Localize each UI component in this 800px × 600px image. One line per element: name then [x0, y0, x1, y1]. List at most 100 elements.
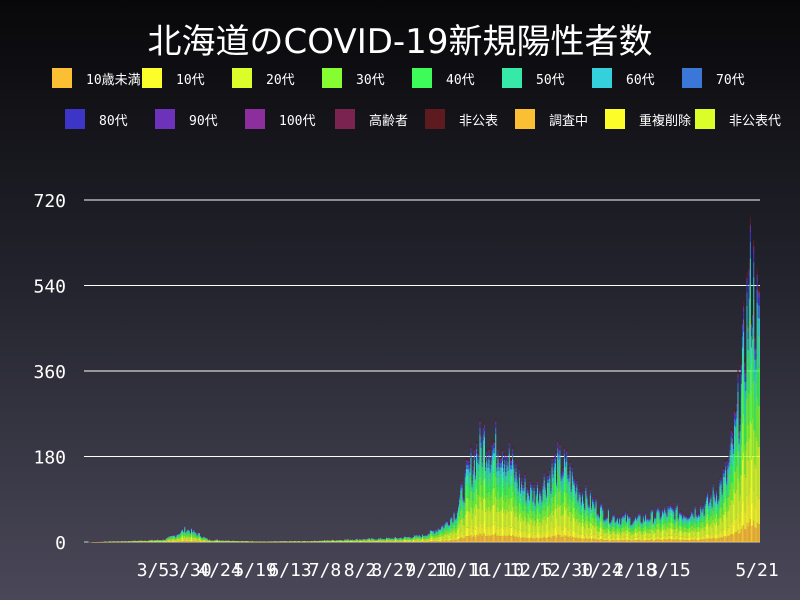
- bar-segment: [474, 529, 476, 537]
- bar-segment: [462, 517, 464, 525]
- bar-segment: [176, 535, 178, 537]
- bar-segment: [467, 461, 469, 463]
- legend-item: 80代: [65, 109, 128, 129]
- bar-segment: [187, 541, 189, 542]
- bar-segment: [498, 460, 500, 463]
- bar-segment: [480, 437, 482, 438]
- bar-segment: [392, 539, 394, 541]
- bar-segment: [506, 471, 508, 482]
- bar-segment: [440, 539, 442, 542]
- bar-segment: [507, 470, 509, 477]
- bar-segment: [162, 540, 164, 542]
- bar-segment: [476, 444, 478, 446]
- bar-segment: [431, 541, 433, 542]
- bar-segment: [188, 539, 190, 542]
- bar-segment: [400, 537, 402, 539]
- bar-segment: [490, 464, 492, 471]
- bar-segment: [374, 540, 376, 542]
- bar-segment: [462, 499, 464, 502]
- legend-label: 重複削除: [639, 113, 692, 129]
- legend-label: 90代: [189, 113, 218, 129]
- bar-segment: [477, 469, 479, 481]
- bar-segment: [463, 500, 465, 503]
- bar-segment: [169, 538, 171, 540]
- bar-segment: [512, 476, 514, 492]
- bar-segment: [204, 538, 206, 540]
- bar-segment: [459, 499, 461, 504]
- bar-segment: [447, 532, 449, 536]
- bar-segment: [189, 534, 191, 536]
- bar-segment: [385, 539, 387, 541]
- bar-segment: [503, 465, 505, 468]
- bar-segment: [476, 524, 478, 535]
- bar-segment: [157, 540, 159, 542]
- bar-segment: [451, 523, 453, 528]
- bar-segment: [200, 538, 202, 540]
- bar-segment: [491, 505, 493, 526]
- bar-segment: [476, 473, 478, 489]
- bar-segment: [185, 532, 187, 534]
- bar-segment: [501, 467, 503, 479]
- bar-segment: [455, 540, 457, 542]
- bar-segment: [473, 448, 475, 451]
- bar-segment: [480, 434, 482, 437]
- bar-segment: [416, 539, 418, 541]
- bar-segment: [458, 502, 460, 504]
- bar-segment: [471, 479, 473, 481]
- bar-segment: [465, 468, 467, 475]
- bar-segment: [490, 526, 492, 536]
- bar-segment: [405, 539, 407, 541]
- bar-segment: [383, 540, 385, 541]
- bar-segment: [468, 462, 470, 466]
- bar-segment: [175, 539, 177, 541]
- bar-segment: [498, 476, 500, 487]
- bar-segment: [483, 424, 485, 426]
- bar-segment: [462, 497, 464, 500]
- bar-segment: [186, 537, 188, 540]
- bar-segment: [506, 481, 508, 496]
- bar-segment: [380, 540, 382, 542]
- bar-segment: [191, 534, 193, 537]
- bar-segment: [445, 526, 447, 531]
- legend-item: 100代: [245, 109, 315, 129]
- bar-segment: [470, 506, 472, 526]
- bar-segment: [483, 497, 485, 522]
- bar-segment: [394, 539, 396, 540]
- bar-segment: [411, 541, 413, 542]
- bar-segment: [375, 540, 377, 541]
- bar-segment: [482, 522, 484, 534]
- bar-segment: [173, 539, 175, 541]
- bar-segment: [488, 506, 490, 526]
- bar-segment: [501, 451, 503, 454]
- bar-segment: [429, 530, 431, 532]
- bar-segment: [178, 541, 180, 542]
- bar-segment: [182, 531, 184, 533]
- bar-segment: [173, 541, 175, 542]
- bar-segment: [476, 488, 478, 505]
- bar-segment: [206, 540, 208, 542]
- bar-segment: [471, 518, 473, 532]
- bar-segment: [179, 538, 181, 541]
- bar-segment: [470, 445, 472, 448]
- bar-segment: [463, 518, 465, 526]
- bar-segment: [182, 539, 184, 542]
- bar-segment: [194, 532, 196, 534]
- bar-segment: [438, 532, 440, 535]
- bar-segment: [450, 517, 452, 519]
- bar-segment: [464, 477, 466, 483]
- bar-segment: [202, 540, 204, 542]
- bar-segment: [378, 539, 380, 541]
- bar-segment: [495, 421, 497, 423]
- bar-segment: [203, 538, 205, 540]
- bar-segment: [390, 539, 392, 541]
- bar-segment: [460, 519, 462, 532]
- bar-segment: [479, 496, 481, 521]
- bar-segment: [503, 468, 505, 473]
- bar-segment: [504, 481, 506, 495]
- bar-segment: [513, 474, 515, 485]
- bar-segment: [434, 541, 436, 542]
- bar-segment: [476, 443, 478, 445]
- bar-segment: [415, 537, 417, 539]
- bar-segment: [357, 541, 359, 542]
- bar-segment: [477, 535, 479, 542]
